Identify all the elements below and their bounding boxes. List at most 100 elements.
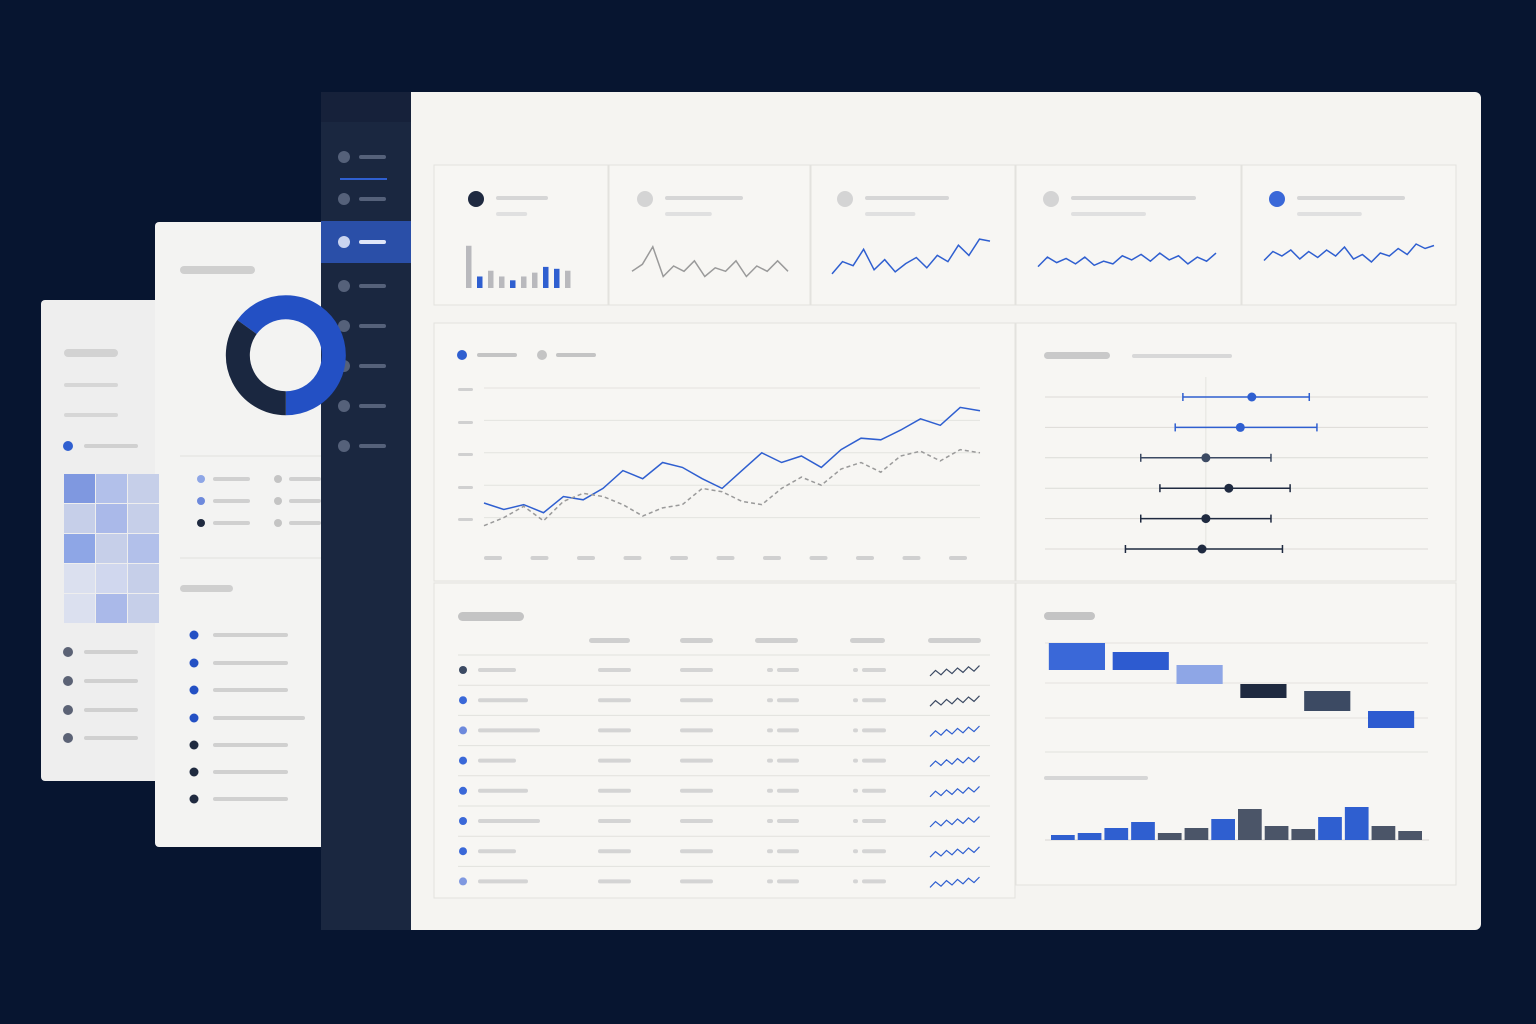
bar bbox=[1176, 665, 1223, 684]
placeholder-text bbox=[777, 668, 799, 672]
placeholder-text bbox=[213, 743, 288, 747]
placeholder-text bbox=[1071, 196, 1196, 200]
x-placeholder bbox=[577, 556, 595, 560]
kpi-card[interactable] bbox=[608, 164, 811, 306]
placeholder-text bbox=[478, 698, 528, 703]
sidebar-label bbox=[359, 284, 386, 288]
placeholder-text bbox=[84, 679, 138, 683]
placeholder-text bbox=[496, 212, 528, 216]
row-sparkline bbox=[929, 725, 980, 737]
placeholder-text bbox=[777, 728, 799, 733]
bar bbox=[1157, 833, 1182, 840]
placeholder-text bbox=[862, 698, 886, 703]
placeholder-text bbox=[928, 638, 981, 643]
placeholder-text bbox=[862, 758, 886, 763]
bar bbox=[1112, 652, 1169, 670]
heat-cell bbox=[96, 504, 127, 533]
sidebar-label bbox=[359, 364, 386, 368]
placeholder-text bbox=[777, 879, 799, 884]
dot bbox=[189, 740, 199, 750]
sidebar bbox=[321, 92, 411, 930]
placeholder-text bbox=[767, 819, 773, 823]
kpi-card[interactable] bbox=[1241, 164, 1457, 306]
sidebar-icon bbox=[338, 236, 350, 248]
bar bbox=[510, 280, 516, 288]
bar bbox=[521, 276, 527, 288]
kpi-icon bbox=[1043, 191, 1059, 207]
placeholder-text bbox=[767, 698, 773, 703]
placeholder-text bbox=[862, 788, 886, 793]
point bbox=[1201, 453, 1211, 463]
placeholder-text bbox=[84, 736, 138, 740]
placeholder-text bbox=[598, 758, 631, 763]
dot bbox=[189, 713, 199, 723]
placeholder-text bbox=[680, 758, 713, 763]
row-sparkline bbox=[929, 876, 980, 888]
placeholder-text bbox=[213, 499, 250, 503]
sidebar-icon bbox=[338, 280, 350, 292]
series-line bbox=[483, 406, 981, 514]
legend-marker bbox=[457, 350, 467, 360]
x-placeholder bbox=[856, 556, 874, 560]
heat-cell bbox=[96, 534, 127, 563]
bar bbox=[477, 276, 483, 288]
sparkline bbox=[631, 245, 789, 278]
row-sparkline bbox=[929, 755, 980, 768]
x-placeholder bbox=[763, 556, 781, 560]
dot bbox=[189, 630, 199, 640]
placeholder-text bbox=[862, 668, 886, 672]
placeholder-text bbox=[767, 788, 773, 793]
bar bbox=[1051, 835, 1075, 840]
y-placeholder bbox=[458, 486, 473, 489]
placeholder-text bbox=[289, 477, 321, 481]
kpi-card[interactable] bbox=[1015, 164, 1242, 306]
placeholder-text bbox=[767, 849, 773, 854]
bar bbox=[1240, 684, 1287, 698]
row-sparkline bbox=[929, 846, 980, 858]
dot bbox=[63, 647, 73, 657]
cards bbox=[433, 164, 1457, 899]
placeholder-text bbox=[496, 196, 548, 200]
placeholder-text bbox=[1071, 212, 1146, 216]
placeholder-text bbox=[289, 499, 321, 503]
x-placeholder bbox=[716, 556, 735, 560]
row-dot bbox=[459, 847, 467, 856]
bar bbox=[488, 270, 494, 288]
sparkline bbox=[831, 238, 991, 275]
row-sparkline bbox=[929, 785, 980, 798]
placeholder-text bbox=[680, 788, 713, 793]
heat-cell bbox=[128, 534, 159, 563]
placeholder-text bbox=[1044, 612, 1095, 620]
placeholder-text bbox=[64, 383, 118, 387]
row-sparkline bbox=[929, 816, 980, 828]
dot bbox=[63, 733, 73, 743]
x-placeholder bbox=[809, 556, 828, 560]
dot bbox=[189, 658, 199, 668]
heat-cell bbox=[64, 594, 95, 623]
row-dot bbox=[459, 696, 467, 705]
placeholder-text bbox=[777, 849, 799, 854]
dot bbox=[189, 794, 199, 804]
placeholder-text bbox=[680, 638, 713, 643]
bar bbox=[1104, 828, 1129, 840]
kpi-icon bbox=[837, 191, 853, 207]
y-placeholder bbox=[458, 421, 473, 424]
bar bbox=[532, 272, 538, 288]
bar bbox=[1398, 831, 1422, 840]
placeholder-text bbox=[64, 349, 118, 357]
bar bbox=[1264, 826, 1289, 840]
placeholder-text bbox=[862, 879, 886, 884]
kpi-card[interactable] bbox=[810, 164, 1016, 306]
placeholder-text bbox=[862, 728, 886, 733]
legend-marker bbox=[537, 350, 547, 360]
bar bbox=[1371, 826, 1396, 840]
placeholder-text bbox=[477, 353, 517, 357]
placeholder-text bbox=[755, 638, 798, 643]
heat-cell bbox=[64, 474, 95, 503]
x-placeholder bbox=[670, 556, 688, 560]
heat-cell bbox=[128, 564, 159, 593]
placeholder-text bbox=[853, 698, 858, 703]
heat-cell bbox=[96, 474, 127, 503]
placeholder-text bbox=[767, 728, 773, 733]
